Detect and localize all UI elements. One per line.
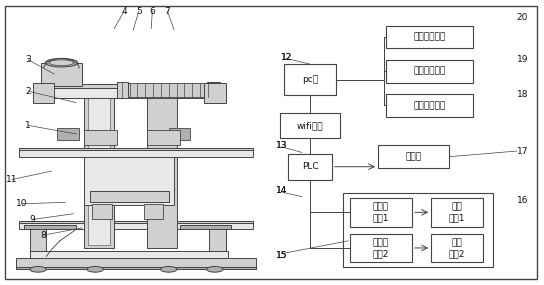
FancyBboxPatch shape [57,128,79,140]
Text: 12: 12 [281,52,292,62]
FancyBboxPatch shape [84,130,117,145]
Text: 13: 13 [276,141,288,150]
Text: 16: 16 [516,196,528,205]
Text: pc机: pc机 [302,75,318,84]
Text: 20: 20 [517,13,528,22]
Text: 12: 12 [281,52,292,62]
FancyBboxPatch shape [24,225,76,229]
Text: 1: 1 [26,121,31,130]
Text: 15: 15 [276,251,288,260]
FancyBboxPatch shape [117,82,128,98]
Text: 17: 17 [516,146,528,156]
Text: 9: 9 [30,215,35,224]
Ellipse shape [45,58,78,67]
FancyBboxPatch shape [92,204,112,219]
Text: 电机驱
动器1: 电机驱 动器1 [373,202,389,222]
FancyBboxPatch shape [19,148,253,150]
FancyBboxPatch shape [88,94,110,245]
FancyBboxPatch shape [378,145,449,168]
Text: 3: 3 [26,55,31,64]
Text: 电机驱
动器2: 电机驱 动器2 [373,238,389,258]
FancyBboxPatch shape [147,91,177,248]
FancyBboxPatch shape [30,251,228,258]
FancyBboxPatch shape [41,63,82,86]
Text: 步进
电机2: 步进 电机2 [449,238,465,258]
Text: 4: 4 [121,7,127,16]
FancyBboxPatch shape [16,258,256,269]
Text: 19: 19 [516,55,528,64]
FancyBboxPatch shape [19,221,253,223]
FancyBboxPatch shape [144,204,163,219]
FancyBboxPatch shape [288,154,332,180]
FancyBboxPatch shape [33,83,54,103]
FancyBboxPatch shape [349,198,412,227]
FancyBboxPatch shape [33,86,226,98]
Text: 步进
电机1: 步进 电机1 [449,202,465,222]
Text: 2: 2 [26,87,31,96]
FancyBboxPatch shape [386,94,473,117]
Text: 6: 6 [150,7,155,16]
Ellipse shape [160,266,177,272]
FancyBboxPatch shape [16,267,256,269]
Text: 8: 8 [41,231,46,240]
FancyBboxPatch shape [19,221,253,229]
FancyBboxPatch shape [280,113,340,138]
Text: 功能操作模块: 功能操作模块 [413,101,446,110]
FancyBboxPatch shape [147,130,180,145]
Text: 界面设计模块: 界面设计模块 [413,32,446,42]
FancyBboxPatch shape [169,128,190,140]
FancyBboxPatch shape [33,84,226,88]
FancyBboxPatch shape [209,227,226,258]
Text: 18: 18 [516,89,528,99]
FancyBboxPatch shape [386,26,473,48]
FancyBboxPatch shape [431,234,483,262]
Text: 7: 7 [165,7,170,16]
Ellipse shape [49,60,74,66]
FancyBboxPatch shape [284,64,336,95]
Ellipse shape [87,266,103,272]
Text: 状态显示模块: 状态显示模块 [413,67,446,76]
Text: 14: 14 [276,186,287,196]
Text: 15: 15 [276,251,288,260]
Text: PLC: PLC [302,162,318,171]
Text: 13: 13 [276,141,288,150]
FancyBboxPatch shape [349,234,412,262]
FancyBboxPatch shape [30,227,46,258]
Text: 11: 11 [6,175,18,184]
Text: 摄像头: 摄像头 [405,152,422,161]
Text: 14: 14 [276,186,287,196]
Text: wifi模块: wifi模块 [297,121,323,130]
FancyBboxPatch shape [180,225,231,229]
FancyBboxPatch shape [386,60,473,83]
FancyBboxPatch shape [90,191,169,202]
FancyBboxPatch shape [84,157,174,205]
FancyBboxPatch shape [204,83,226,103]
Text: 5: 5 [136,7,141,16]
FancyBboxPatch shape [120,83,209,97]
Ellipse shape [207,266,223,272]
FancyBboxPatch shape [19,148,253,157]
FancyBboxPatch shape [207,82,220,98]
FancyBboxPatch shape [431,198,483,227]
FancyBboxPatch shape [84,91,114,248]
Text: 10: 10 [16,199,28,208]
Ellipse shape [30,266,46,272]
